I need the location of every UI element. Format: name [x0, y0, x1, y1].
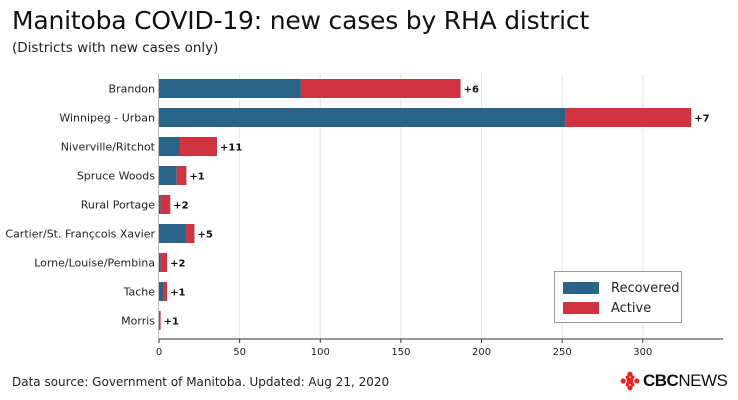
bar-recovered-7: [159, 282, 164, 301]
data-label-5: +5: [197, 230, 212, 241]
bar-active-5: [186, 224, 195, 243]
legend-swatch-active: [563, 302, 599, 314]
data-label-8: +1: [164, 317, 179, 328]
legend-label-active: Active: [611, 300, 652, 316]
category-label-8: Morris: [121, 315, 155, 328]
data-label-3: +1: [189, 172, 204, 183]
bar-recovered-6: [159, 253, 161, 272]
data-label-6: +2: [170, 259, 185, 270]
bars: [159, 79, 692, 330]
x-tick-label-150: 150: [391, 347, 410, 358]
bar-recovered-0: [159, 79, 301, 98]
x-tick-label-0: 0: [156, 347, 162, 358]
chart-title: Manitoba COVID-19: new cases by RHA dist…: [12, 6, 590, 35]
category-label-1: Winnipeg - Urban: [59, 112, 155, 125]
bar-active-0: [300, 79, 461, 98]
x-tick-label-200: 200: [472, 347, 491, 358]
bar-active-2: [179, 137, 218, 156]
category-label-4: Rural Portage: [81, 199, 155, 212]
x-tick-label-100: 100: [311, 347, 330, 358]
logo-text-news: NEWS: [678, 371, 728, 390]
bar-active-1: [565, 108, 692, 127]
x-tick-label-250: 250: [553, 347, 572, 358]
legend: Recovered Active: [554, 271, 682, 323]
bar-recovered-1: [159, 108, 566, 127]
category-labels: Brandon Winnipeg - Urban Niverville/Ritcho…: [5, 83, 155, 328]
x-tick-label-50: 50: [233, 347, 246, 358]
legend-item-recovered: Recovered: [563, 279, 680, 297]
category-label-2: Niverville/Ritchot: [61, 141, 156, 154]
chart-subtitle: (Districts with new cases only): [12, 40, 219, 56]
bar-active-3: [176, 166, 187, 185]
logo-text-cbc: CBC: [643, 371, 679, 390]
category-label-6: Lorne/Louise/Pembina: [34, 257, 155, 270]
data-label-7: +1: [170, 288, 185, 299]
x-tick-label-300: 300: [633, 347, 652, 358]
cbc-news-logo: CBC NEWS: [620, 371, 728, 391]
bar-active-4: [160, 195, 171, 214]
x-axis: 0 50 100 150 200 250 300: [156, 74, 723, 358]
bar-active-8: [159, 311, 161, 330]
data-label-2: +11: [220, 143, 242, 154]
bar-recovered-4: [159, 195, 161, 214]
legend-label-recovered: Recovered: [611, 280, 680, 296]
data-source-note: Data source: Government of Manitoba. Upd…: [12, 375, 390, 389]
cbc-gem-icon: [620, 371, 640, 391]
category-label-7: Tache: [123, 286, 156, 299]
data-label-0: +6: [464, 85, 479, 96]
legend-swatch-recovered: [563, 282, 599, 294]
category-label-3: Spruce Woods: [77, 170, 155, 183]
bar-recovered-2: [159, 137, 180, 156]
category-label-0: Brandon: [109, 83, 155, 96]
data-labels: +6 +7 +11 +1 +2 +5 +2 +1 +1: [164, 85, 710, 328]
category-label-5: Cartier/St. Françcois Xavier: [5, 228, 155, 241]
data-label-1: +7: [694, 114, 709, 125]
legend-item-active: Active: [563, 299, 651, 317]
bar-recovered-3: [159, 166, 177, 185]
bar-recovered-5: [159, 224, 187, 243]
bar-active-6: [160, 253, 168, 272]
data-label-4: +2: [173, 201, 188, 212]
bar-active-7: [163, 282, 168, 301]
